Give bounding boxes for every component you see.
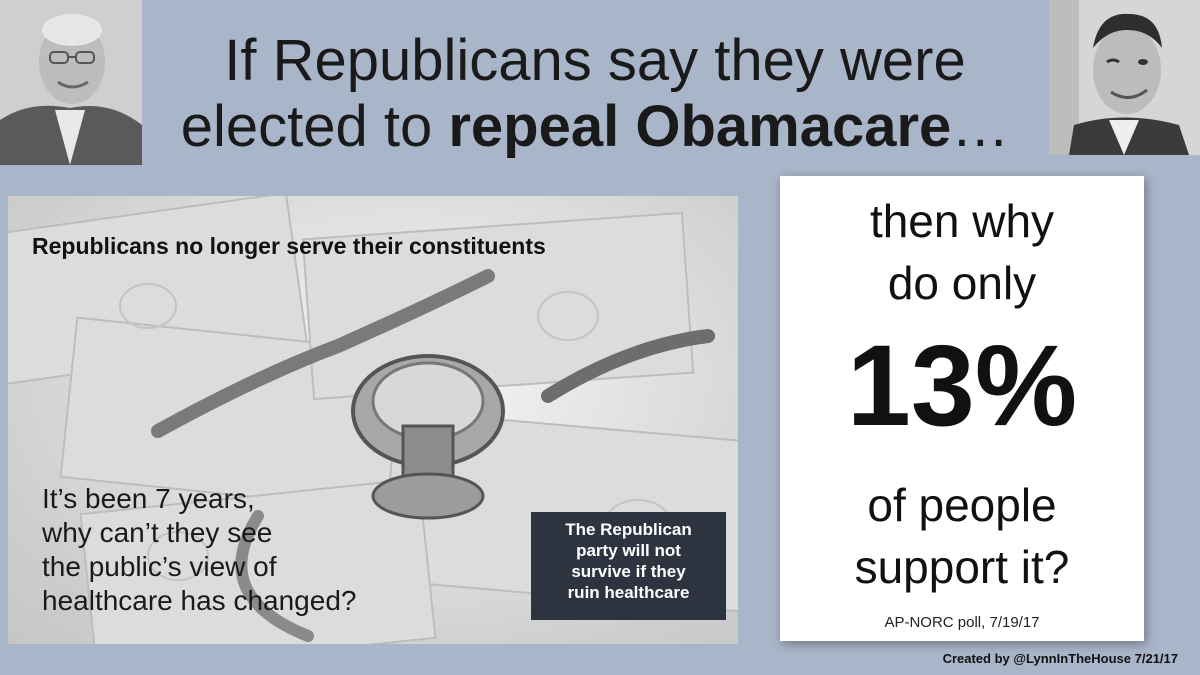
body-line: why can’t they see	[42, 517, 273, 548]
warning-box: The Republican party will not survive if…	[531, 512, 726, 620]
panel-subhead: Republicans no longer serve their consti…	[32, 233, 546, 259]
credit-line: Created by @LynnInTheHouse 7/21/17	[942, 651, 1178, 666]
headline: If Republicans say they were elected to …	[150, 28, 1040, 160]
warning-line: party will not	[576, 541, 681, 560]
warning-line: The Republican	[565, 520, 692, 539]
portrait-right-photo	[1049, 0, 1200, 155]
body-line: It’s been 7 years,	[42, 483, 255, 514]
body-line: healthcare has changed?	[42, 585, 357, 616]
portrait-left-photo	[0, 0, 142, 165]
poll-card: then why do only 13% of people support i…	[780, 176, 1144, 641]
panel-body-text: It’s been 7 years, why can’t they see th…	[42, 482, 462, 618]
card-top-text: then why do only	[780, 190, 1144, 314]
headline-suffix: …	[951, 94, 1010, 159]
headline-bold: repeal Obamacare	[448, 94, 952, 159]
body-line: the public’s view of	[42, 551, 277, 582]
card-bottom-line: support it?	[854, 541, 1070, 593]
poll-source: AP-NORC poll, 7/19/17	[884, 614, 1040, 631]
card-top-line: do only	[887, 257, 1037, 309]
card-bottom-text: of people support it?	[780, 474, 1144, 598]
card-bottom-line: of people	[867, 479, 1057, 531]
card-top-line: then why	[869, 195, 1055, 247]
warning-line: ruin healthcare	[567, 583, 690, 602]
headline-prefix: If Republicans say they were elected to	[180, 28, 966, 159]
warning-line: survive if they	[571, 562, 686, 581]
support-percent: 13%	[846, 322, 1078, 450]
